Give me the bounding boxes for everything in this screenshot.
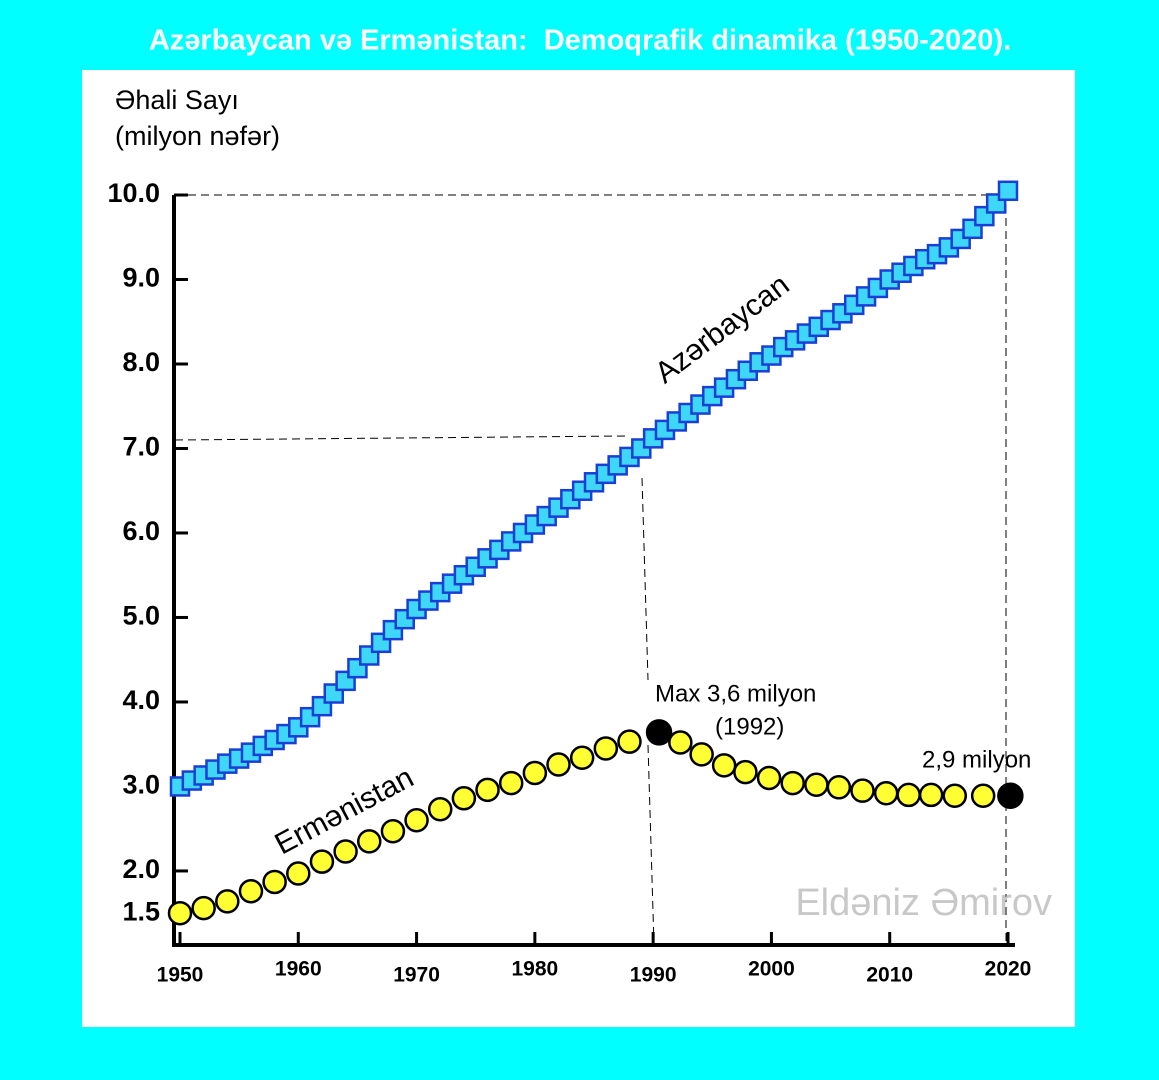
- circle-marker: [942, 783, 968, 809]
- plot-panel: [82, 70, 1075, 1027]
- x-tick-label: 2020: [985, 958, 1032, 981]
- circle-marker: [498, 770, 524, 796]
- circle-marker: [333, 839, 358, 864]
- watermark: Eldəniz Əmirov: [795, 882, 1052, 924]
- y-tick-label: 1.5: [122, 896, 160, 926]
- ref-line: [174, 435, 626, 441]
- ref-line: [647, 744, 655, 946]
- y-tick-label: 2.0: [122, 854, 160, 884]
- x-tick-label: 1990: [630, 964, 677, 987]
- y-tick-label: 6.0: [122, 516, 160, 546]
- circle-marker: [546, 752, 571, 777]
- y-axis-label: Əhali Sayı: [115, 85, 239, 115]
- circle-marker: [238, 878, 264, 904]
- circle-marker: [522, 760, 548, 786]
- circle-marker: [645, 719, 673, 746]
- circle-marker: [997, 782, 1024, 810]
- circle-marker: [617, 729, 642, 754]
- y-tick-label: 9.0: [122, 263, 160, 293]
- y-tick-label: 3.0: [122, 770, 160, 800]
- annotation: (1992): [715, 713, 784, 740]
- y-tick-label: 5.0: [122, 601, 160, 631]
- circle-marker: [733, 759, 758, 785]
- y-tick-label: 8.0: [122, 347, 160, 377]
- circle-marker: [593, 736, 619, 761]
- circle-marker: [756, 765, 782, 791]
- x-tick-label: 2010: [866, 964, 913, 987]
- circle-marker: [918, 782, 944, 808]
- circle-marker: [427, 797, 453, 822]
- y-tick-label: 4.0: [122, 685, 160, 715]
- x-tick-label: 1980: [511, 958, 558, 981]
- circle-marker: [804, 772, 829, 798]
- circle-marker: [167, 900, 193, 926]
- annotation: 2,9 milyon: [922, 746, 1031, 773]
- circle-marker: [191, 895, 216, 921]
- circle-marker: [262, 869, 287, 895]
- circle-marker: [309, 849, 335, 874]
- ref-line: [641, 477, 649, 681]
- x-tick-label: 1950: [157, 964, 204, 987]
- circle-marker: [404, 808, 429, 833]
- circle-marker: [873, 780, 899, 806]
- circle-marker: [689, 742, 714, 767]
- chart-title: Azərbaycan və Ermənistan: Demoqrafik din…: [149, 25, 1011, 57]
- circle-marker: [215, 889, 240, 914]
- circle-marker: [826, 775, 852, 800]
- circle-marker: [970, 783, 996, 809]
- y-tick-label: 7.0: [122, 432, 160, 462]
- square-marker: [997, 180, 1019, 202]
- circle-marker: [896, 782, 921, 808]
- y-axis-label: (milyon nəfər): [115, 121, 280, 151]
- x-tick-label: 1960: [275, 958, 322, 981]
- circle-marker: [475, 777, 500, 803]
- circle-marker: [711, 753, 737, 778]
- annotation: Max 3,6 milyon: [655, 680, 816, 707]
- circle-marker: [569, 745, 595, 770]
- x-tick-label: 2000: [748, 958, 795, 981]
- circle-marker: [380, 818, 406, 844]
- circle-marker: [451, 786, 477, 811]
- circle-marker: [850, 778, 875, 803]
- y-tick-label: 10.0: [107, 178, 160, 208]
- circle-marker: [780, 770, 805, 796]
- circle-marker: [286, 861, 311, 886]
- reference-lines: [174, 194, 1008, 946]
- circle-marker: [357, 829, 382, 854]
- circle-marker: [668, 730, 693, 755]
- x-tick-label: 1970: [393, 964, 440, 987]
